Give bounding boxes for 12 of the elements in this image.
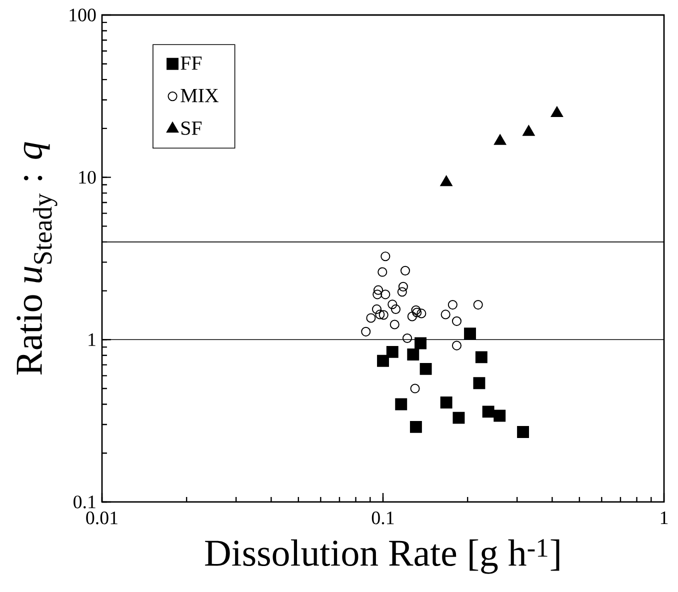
y-tick-label: 10 (79, 170, 96, 184)
legend-label: MIX (180, 89, 219, 102)
x-tick-label: 0.01 (86, 511, 118, 524)
legend-label: FF (180, 56, 202, 70)
y-axis-title: Ratio u$_{Steady}$ : q (16, 142, 58, 375)
legend-label: SF (181, 122, 202, 135)
y-tick-label: 0.1 (74, 496, 96, 508)
y-tick-label: 1 (88, 333, 96, 346)
x-axis-title: Dissolution Rate [g h$^{-1}$] (205, 539, 560, 574)
x-tick-label: 0.1 (372, 511, 394, 524)
y-tick-label: 100 (70, 8, 96, 22)
x-tick-label: 1 (660, 511, 668, 524)
